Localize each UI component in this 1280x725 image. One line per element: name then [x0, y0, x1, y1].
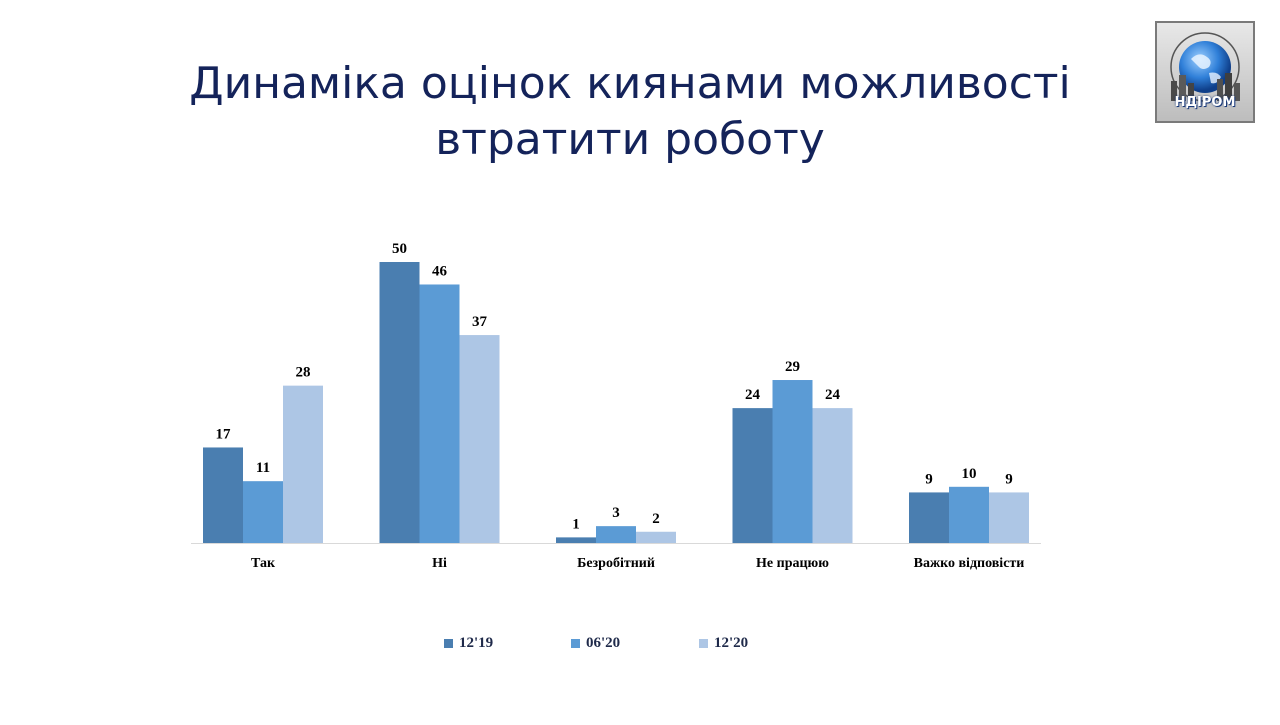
category-label: Безробітний — [577, 556, 655, 571]
legend-item: 06'20 — [571, 632, 620, 654]
logo-text: НДІРОМ — [1174, 95, 1236, 110]
bar — [812, 408, 853, 543]
data-label: 37 — [472, 314, 488, 330]
data-label: 1 — [572, 516, 580, 532]
legend-item: 12'20 — [699, 632, 748, 654]
bar — [243, 481, 283, 543]
chart-legend: 12'19 06'20 12'20 — [0, 632, 1280, 654]
category-label: Важко відповісти — [914, 556, 1025, 571]
data-label: 46 — [432, 263, 448, 279]
bar — [203, 447, 243, 543]
data-label: 17 — [216, 426, 232, 442]
data-label: 28 — [296, 365, 311, 381]
category-label: Так — [251, 556, 276, 571]
bar — [772, 380, 813, 543]
globe-logo-icon — [1170, 32, 1240, 102]
data-label: 9 — [925, 471, 933, 487]
data-label: 10 — [962, 466, 977, 482]
bar — [909, 492, 949, 543]
bar — [283, 385, 323, 543]
legend-label: 12'20 — [714, 634, 749, 651]
bar — [379, 262, 420, 543]
legend-label: 06'20 — [586, 634, 621, 651]
bar — [732, 408, 773, 543]
bar — [419, 284, 460, 543]
category-label: Не працюю — [756, 556, 829, 571]
ndirom-logo: НДІРОМ — [1155, 21, 1255, 123]
bar — [556, 537, 596, 543]
legend-swatch — [444, 638, 453, 648]
legend-swatch — [699, 638, 708, 648]
data-label: 3 — [612, 505, 620, 521]
data-label: 9 — [1005, 471, 1013, 487]
bar — [949, 486, 989, 543]
bar — [459, 335, 500, 543]
legend-item: 12'19 — [444, 632, 493, 654]
data-label: 2 — [652, 511, 660, 527]
bar — [636, 531, 676, 543]
legend-swatch — [571, 638, 580, 648]
bar — [989, 492, 1029, 543]
data-label: 29 — [785, 359, 800, 375]
slide-title: Динаміка оцінок киянами можливості втрат… — [189, 58, 1071, 165]
data-label: 24 — [745, 387, 761, 403]
bar — [596, 526, 636, 543]
data-label: 11 — [256, 460, 270, 476]
data-label: 50 — [392, 241, 407, 257]
category-label: Ні — [432, 556, 447, 571]
data-label: 24 — [825, 387, 841, 403]
legend-label: 12'19 — [459, 634, 494, 651]
